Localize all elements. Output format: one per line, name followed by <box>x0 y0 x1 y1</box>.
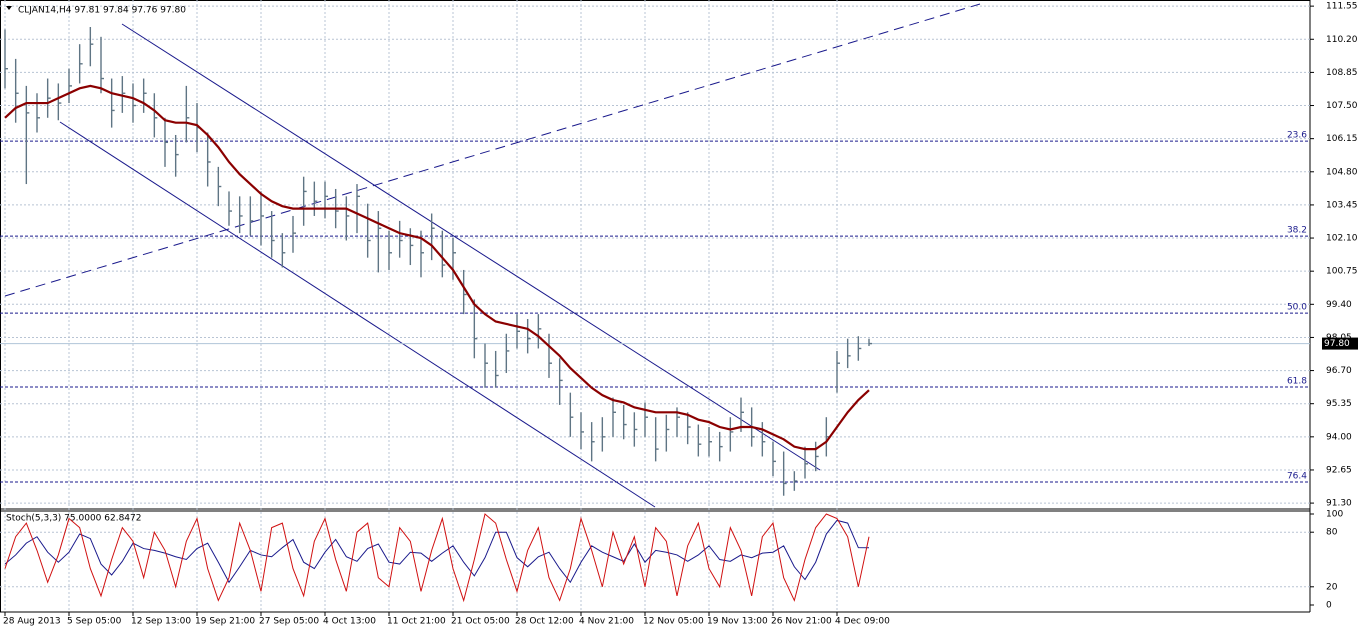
fib-label: 50.0 <box>1287 303 1307 313</box>
chart-title: CLJAN14,H4 97.81 97.84 97.76 97.80 <box>18 6 186 16</box>
x-tick-label: 19 Nov 13:00 <box>707 617 768 627</box>
fib-label: 38.2 <box>1287 226 1307 236</box>
y-tick-label: 103.45 <box>1326 200 1358 210</box>
x-tick-label: 26 Nov 21:00 <box>771 617 832 627</box>
y-tick-label: 0 <box>1326 600 1332 610</box>
y-tick-label: 106.15 <box>1326 134 1358 144</box>
y-tick-label: 100.75 <box>1326 267 1358 277</box>
x-tick-label: 11 Oct 21:00 <box>387 617 446 627</box>
fib-label: 23.6 <box>1287 131 1307 141</box>
collapse-icon <box>6 6 12 10</box>
y-tick-label: 104.80 <box>1326 167 1358 177</box>
y-tick-label: 102.10 <box>1326 234 1358 244</box>
last-price-label: 97.80 <box>1324 339 1350 349</box>
stoch-signal <box>4 519 870 584</box>
trendline <box>4 3 981 297</box>
moving-average <box>4 84 870 451</box>
y-tick-label: 94.00 <box>1326 432 1352 442</box>
y-tick-label: 100 <box>1326 510 1343 520</box>
y-tick-label: 108.85 <box>1326 68 1358 78</box>
x-tick-label: 19 Sep 21:00 <box>195 617 255 627</box>
x-tick-label: 21 Oct 05:00 <box>451 617 510 627</box>
x-tick-label: 27 Sep 05:00 <box>259 617 319 627</box>
last-price-box <box>1322 337 1358 350</box>
x-tick-label: 4 Nov 21:00 <box>579 617 634 627</box>
y-tick-label: 92.65 <box>1326 465 1352 475</box>
x-tick-label: 12 Sep 13:00 <box>131 617 191 627</box>
indicator-title: Stoch(5,3,3) 75.0000 62.8472 <box>6 514 141 524</box>
y-tick-label: 110.20 <box>1326 35 1358 45</box>
grid <box>0 0 1310 612</box>
price-panel <box>4 3 981 508</box>
y-tick-label: 80 <box>1326 528 1338 538</box>
y-tick-label: 111.55 <box>1326 2 1358 12</box>
y-tick-label: 95.35 <box>1326 399 1352 409</box>
channel-upper <box>121 23 821 471</box>
y-tick-label: 99.40 <box>1326 300 1352 310</box>
fib-label: 76.4 <box>1287 471 1307 481</box>
y-tick-label: 20 <box>1326 582 1338 592</box>
y-tick-label: 91.30 <box>1326 499 1352 509</box>
x-tick-label: 12 Nov 05:00 <box>643 617 704 627</box>
y-tick-label: 96.70 <box>1326 366 1352 376</box>
x-tick-label: 28 Aug 2013 <box>3 617 61 627</box>
x-tick-label: 5 Sep 05:00 <box>67 617 122 627</box>
stoch-main <box>4 513 870 603</box>
x-tick-label: 4 Dec 09:00 <box>835 617 890 627</box>
channel-lower <box>59 121 656 508</box>
x-tick-label: 4 Oct 13:00 <box>323 617 376 627</box>
fib-label: 61.8 <box>1287 377 1307 387</box>
y-tick-label: 107.50 <box>1326 101 1358 111</box>
x-tick-label: 28 Oct 12:00 <box>515 617 574 627</box>
